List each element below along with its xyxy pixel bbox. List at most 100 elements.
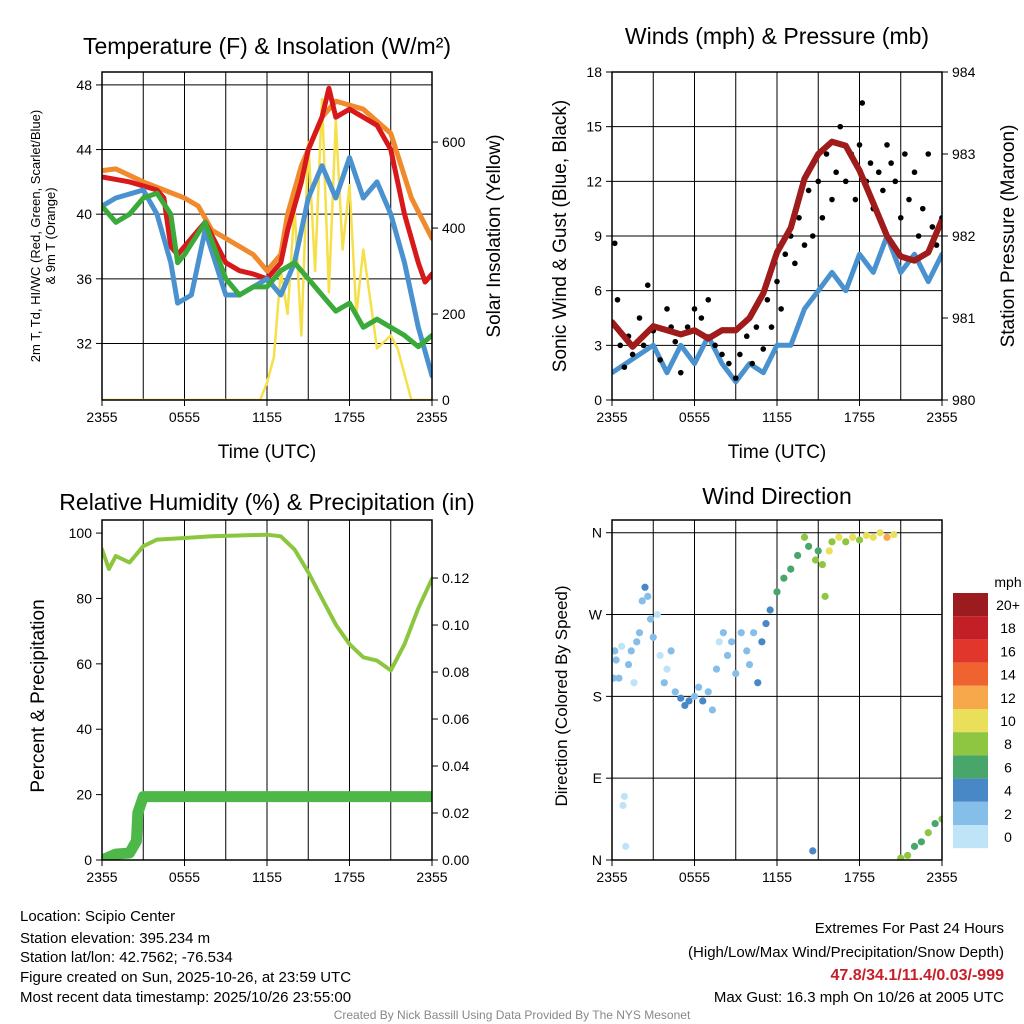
winddir-y-label: Direction (Colored By Speed) [552,585,571,806]
gust-point [705,296,712,303]
wind-direction-point [633,638,641,646]
wind-ytick-label: 12 [586,173,602,189]
wind-direction-point [618,642,626,650]
wind-xtick-label: 2355 [926,409,957,425]
wind-direction-point [849,533,857,541]
wind-direction-point [825,547,833,555]
temp-xtick-label: 1155 [252,409,282,425]
gust-point [856,142,863,148]
gust-point [819,214,826,221]
gust-point [892,178,899,185]
gust-point [837,123,844,130]
rh-ytick-label: 0 [84,852,92,868]
series-2m-td [102,190,432,350]
gust-point [925,151,932,157]
gust-point [888,160,894,166]
location-text: Location: Scipio Center [20,908,175,925]
gust-point [684,324,691,330]
temp-chart-title: Temperature (F) & Insolation (W/m²) [83,33,451,59]
wind-direction-point [644,592,652,600]
wind-direction-point [737,629,745,637]
wind-direction-point [627,647,635,655]
temp-ytick-right-label: 400 [442,220,466,236]
gust-point [823,151,830,157]
gust-point [815,178,822,185]
rh-ytick-right-label: 0.08 [442,664,469,680]
wind-direction-point [620,792,628,800]
wind-direction-point [809,847,817,855]
wind-direction-point [646,615,655,623]
series-hi-wc [102,155,432,379]
wind-direction-point [821,592,829,600]
gust-point [753,324,760,330]
rh-ytick-label: 20 [76,787,92,803]
gust-point [911,169,918,176]
wind-direction-point [814,547,822,555]
winddir-xtick-label: 1155 [762,869,792,885]
wind-direction-point [818,560,826,569]
legend-label: 6 [1004,759,1012,775]
series-station-pressure-top [612,138,942,350]
winddir-frame [611,519,943,861]
wind-direction-point [904,851,912,860]
wind-direction-point [787,565,795,573]
legend-swatch [953,662,988,686]
winddir-ytick-label: N [592,525,602,541]
legend-label: 20+ [996,597,1020,613]
gust-point [617,342,624,349]
rh-xtick-label: 2355 [86,869,117,885]
speed-legend: 20+ 18 16 14 12 10 8 6 4 2 0 [953,593,1020,849]
gust-point [621,364,628,371]
wind-direction-point [773,588,781,596]
temp-x-label: Time (UTC) [218,442,317,463]
rh-data [102,532,432,860]
gust-point [778,306,784,312]
rh-ytick-label: 100 [69,525,93,541]
created-text: Figure created on Sun, 2025-10-26, at 23… [20,969,351,986]
wind-ytick-label: 18 [586,64,602,80]
gust-point [768,324,775,330]
wind-direction-point [619,801,627,810]
series-relative-humidity [102,532,432,673]
gust-point [664,306,670,312]
legend-swatch [953,593,988,617]
wind-frame [611,71,943,401]
wind-direction-point [842,538,850,546]
rh-ytick-right-label: 0.12 [442,570,469,586]
wind-direction-point [811,556,820,564]
gust-point [749,360,756,367]
winddir-ytick-label: W [589,607,603,623]
legend-swatch [953,639,988,663]
gust-point [852,196,859,203]
rh-y-label: Percent & Precipitation [28,599,49,792]
gust-point [792,260,798,267]
wind-direction-point [708,706,716,714]
gust-point [629,351,636,358]
gust-point [691,306,698,312]
rh-ytick-right-label: 0.04 [442,758,469,774]
winddir-xtick-label: 1755 [844,869,875,885]
rh-ytick-right-label: 0.00 [442,852,469,868]
rh-xtick-label: 1155 [252,869,282,885]
gust-point [732,375,739,381]
gust-point [698,315,705,321]
wind-direction-point [656,651,664,660]
wind-ytick-right-label: 980 [952,392,976,408]
wind-chart-title: Winds (mph) & Pressure (mb) [625,23,929,49]
temp-ytick-label: 36 [76,271,92,287]
temp-xtick-label: 1755 [334,409,365,425]
wind-direction-point [750,629,758,637]
temp-ytick-right-label: 0 [442,392,450,408]
wind-direction-point [638,597,646,605]
gust-point [737,351,743,358]
legend-label: 18 [1000,620,1016,636]
wind-xtick-label: 1755 [844,409,875,425]
winddir-ytick-label: N [592,852,602,868]
gust-point [859,100,866,106]
credit-text: Created By Nick Bassill Using Data Provi… [334,1008,691,1022]
wind-direction-point [835,533,843,541]
gust-point [657,357,663,363]
wind-direction-point [671,688,679,696]
temp-ytick-right-label: 200 [442,306,466,322]
wind-direction-point [612,674,617,682]
